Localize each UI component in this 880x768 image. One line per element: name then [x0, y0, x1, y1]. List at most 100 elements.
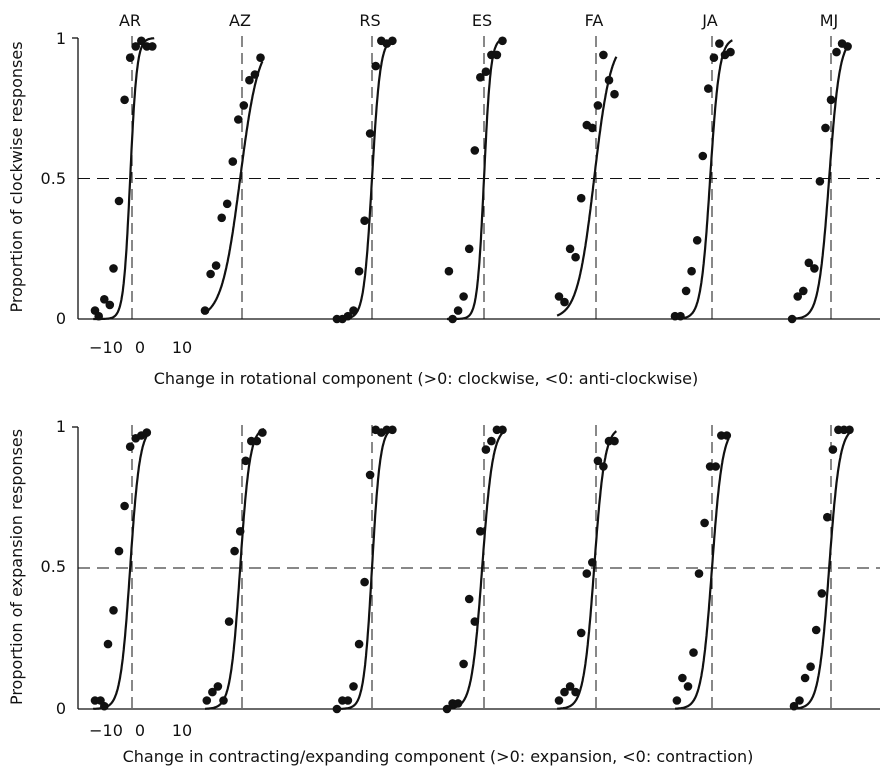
rotation-az-point-3 [217, 213, 226, 223]
expansion-x-axis-label: Change in contracting/expanding componen… [123, 747, 754, 766]
rotation-ar-point-6 [120, 95, 129, 105]
expansion-ja-point-3 [689, 648, 698, 657]
rotation-ar-point-3 [105, 300, 115, 310]
expansion-fa-fit-curve [557, 430, 617, 710]
expansion-az-point-9 [252, 436, 262, 446]
expansion-fa-point-0 [554, 696, 564, 705]
expansion-fa-point-3 [571, 687, 580, 697]
expansion-fa-point-5 [582, 569, 592, 578]
rotation-az-point-7 [239, 101, 249, 110]
rotation-rs-point-7 [371, 61, 381, 71]
rotation-ar-point-4 [109, 264, 118, 273]
rotation-ar-point-8 [131, 42, 140, 51]
rotation-fa-point-8 [599, 50, 608, 60]
rotation-az-point-5 [228, 157, 238, 166]
rotation-rs-fit-curve [335, 38, 395, 321]
rotation-es-fit-curve [447, 37, 505, 321]
expansion-rs-point-6 [365, 470, 375, 480]
expansion-az-point-4 [224, 617, 234, 626]
rotation-rs-point-6 [365, 129, 375, 138]
expansion-es-point-5 [470, 617, 480, 626]
rotation-ar-point-2 [100, 295, 109, 304]
rotation-panel: Proportion of clockwise responses Change… [7, 11, 880, 388]
expansion-mj-point-6 [823, 512, 832, 522]
rotation-mj-fit-curve [790, 43, 851, 320]
rotation-ja-point-1 [676, 311, 685, 321]
rotation-ar-point-7 [125, 53, 135, 62]
expansion-es-fit-curve [445, 430, 505, 710]
rotation-fa-subject-label: FA [585, 11, 604, 30]
expansion-fa-point-10 [610, 436, 619, 446]
rotation-ar-point-9 [137, 36, 146, 46]
rotation-ja-subject-label: JA [701, 11, 717, 30]
rotation-fa-point-0 [554, 292, 564, 301]
rotation-ar-point-11 [148, 42, 157, 51]
rotation-es-point-9 [492, 50, 502, 60]
expansion-ar-point-3 [103, 639, 113, 649]
rotation-ar-point-5 [114, 196, 124, 206]
expansion-mj-point-3 [806, 662, 815, 671]
expansion-fa-point-6 [588, 558, 597, 567]
expansion-mj-point-1 [795, 696, 804, 705]
expansion-ar-point-4 [109, 606, 118, 615]
rotation-az-subject-label: AZ [229, 11, 251, 30]
expansion-az-point-10 [258, 428, 267, 437]
rotation-mj-point-4 [810, 264, 819, 273]
rotation-az-point-10 [256, 53, 265, 62]
rotation-rs-point-10 [388, 36, 397, 46]
rotation-fa-fit-curve [556, 56, 618, 317]
expansion-es-point-2 [453, 699, 463, 708]
rotation-x-tick-minus10: −10 [89, 338, 123, 357]
rotation-az-point-9 [250, 70, 260, 79]
rotation-fa-point-2 [565, 244, 575, 254]
rotation-rs-point-2 [343, 311, 353, 321]
rotation-mj-point-5 [815, 177, 825, 186]
rotation-ja-point-2 [681, 286, 691, 296]
expansion-ja-point-7 [711, 462, 720, 471]
expansion-az-point-0 [202, 696, 212, 705]
expansion-x-tick-10: 10 [172, 721, 192, 740]
expansion-mj-point-10 [845, 425, 854, 435]
rotation-az-fit-curve [202, 60, 264, 315]
rotation-x-tick-10: 10 [172, 338, 192, 357]
rotation-mj-point-10 [843, 42, 852, 51]
expansion-mj-fit-curve [792, 430, 852, 710]
rotation-az-point-1 [206, 269, 215, 279]
expansion-mj-point-2 [800, 673, 810, 683]
expansion-ar-point-5 [114, 546, 124, 556]
rotation-y-tick-0.5: 0.5 [41, 169, 66, 188]
rotation-mj-point-1 [793, 292, 802, 301]
expansion-rs-point-3 [349, 682, 358, 691]
rotation-fa-point-6 [588, 123, 597, 133]
rotation-fa-point-1 [560, 297, 569, 307]
rotation-mj-point-7 [826, 95, 836, 105]
expansion-y-axis-label: Proportion of expansion responses [7, 429, 26, 705]
rotation-y-tick-0: 0 [56, 309, 66, 328]
rotation-rs-point-5 [360, 216, 369, 225]
rotation-y-tick-1: 1 [56, 29, 66, 48]
rotation-mj-point-2 [799, 286, 808, 296]
expansion-az-point-5 [230, 546, 239, 556]
rotation-es-point-2 [453, 306, 463, 315]
rotation-ja-point-8 [715, 39, 724, 48]
expansion-ar-point-7 [125, 442, 135, 452]
rotation-mj-point-3 [804, 258, 814, 268]
rotation-mj-point-8 [832, 47, 841, 57]
expansion-es-point-7 [481, 445, 491, 454]
expansion-mj-point-4 [811, 625, 821, 635]
expansion-fa-point-4 [576, 628, 586, 638]
rotation-az-point-2 [211, 261, 221, 270]
expansion-fa-point-1 [560, 687, 569, 697]
rotation-es-point-1 [448, 314, 457, 324]
rotation-az-point-6 [234, 115, 243, 124]
expansion-y-tick-0: 0 [56, 699, 66, 718]
rotation-rs-subject-label: RS [359, 11, 380, 30]
expansion-mj-point-7 [828, 445, 838, 454]
rotation-az-point-4 [222, 199, 232, 209]
expansion-rs-point-0 [332, 704, 342, 714]
rotation-mj-point-0 [787, 314, 797, 324]
rotation-es-point-6 [476, 73, 485, 82]
expansion-y-tick-1: 1 [56, 417, 66, 436]
expansion-ja-point-5 [700, 518, 709, 528]
rotation-es-point-7 [481, 67, 491, 76]
